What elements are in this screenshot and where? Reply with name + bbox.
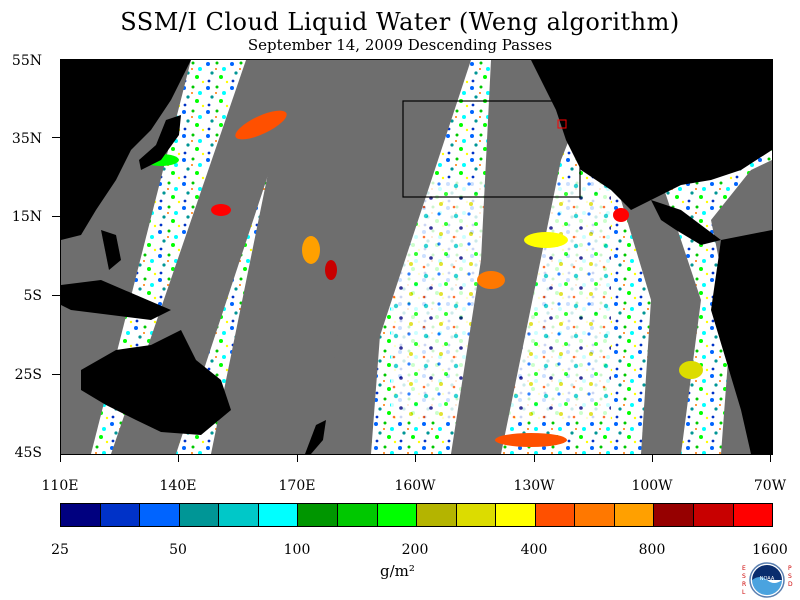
map-panel — [60, 59, 773, 455]
australia-landmass — [81, 330, 231, 435]
scale-label: 800 — [638, 542, 666, 558]
lon-tick — [770, 454, 771, 462]
scale-label: 100 — [283, 542, 311, 558]
colorbar-swatch — [258, 504, 299, 526]
lon-label: 160W — [394, 478, 436, 494]
south-america-landmass — [711, 230, 772, 454]
colorbar-swatch — [417, 504, 457, 526]
colorbar-swatch — [377, 504, 418, 526]
lon-label: 130W — [513, 478, 555, 494]
lon-label: 140E — [159, 478, 197, 494]
scale-label: 25 — [51, 542, 69, 558]
colorbar-swatch — [61, 504, 101, 526]
colorbar-swatch — [654, 504, 694, 526]
land-masses — [61, 60, 772, 454]
asia-landmass — [61, 60, 191, 240]
lat-tick — [52, 295, 60, 296]
lon-tick — [534, 454, 535, 462]
swath-gap — [451, 60, 601, 454]
colorbar-swatch — [456, 504, 497, 526]
region-box — [402, 100, 581, 198]
lat-label: 5S — [23, 288, 43, 304]
lat-label: 35N — [11, 131, 42, 147]
colorbar-swatch — [694, 504, 734, 526]
colorbar-swatch — [614, 504, 655, 526]
lon-label: 110E — [41, 478, 79, 494]
scale-label: 50 — [169, 542, 187, 558]
swath-gap — [621, 180, 701, 454]
color-scale-bar — [60, 503, 773, 527]
location-marker — [557, 119, 567, 129]
colorbar-swatch — [337, 504, 378, 526]
lat-label: 25S — [14, 367, 42, 383]
central-america-landmass — [651, 200, 721, 245]
japan-landmass — [139, 115, 181, 170]
map-image — [61, 60, 772, 454]
scale-label: 200 — [401, 542, 429, 558]
colorbar-swatch — [496, 504, 536, 526]
colorbar-swatch — [140, 504, 180, 526]
chart-subtitle: September 14, 2009 Descending Passes — [247, 36, 553, 54]
heavy-cloud-bands — [143, 110, 703, 447]
lon-label: 70W — [753, 478, 787, 494]
lon-tick — [415, 454, 416, 462]
scale-label: 400 — [520, 542, 548, 558]
colorbar-swatch — [575, 504, 615, 526]
chart-title: SSM/I Cloud Liquid Water (Weng algorithm… — [120, 8, 680, 36]
north-america-landmass — [531, 60, 772, 210]
scale-label: 1600 — [752, 542, 788, 558]
new-zealand-landmass — [305, 420, 326, 454]
colorbar-swatch — [298, 504, 338, 526]
colorbar-swatch — [733, 504, 773, 526]
lat-label: 15N — [11, 209, 42, 225]
colorbar-swatch — [179, 504, 220, 526]
lat-label: 45S — [14, 445, 42, 461]
lat-tick — [52, 374, 60, 375]
lat-label: 55N — [11, 53, 42, 69]
swath-gap — [321, 60, 406, 454]
lon-label: 170E — [278, 478, 316, 494]
colorbar-swatch — [100, 504, 141, 526]
lat-tick — [52, 137, 60, 138]
lon-tick — [297, 454, 298, 462]
lon-tick — [652, 454, 653, 462]
indonesia-landmass — [61, 280, 171, 320]
colorbar-swatch — [219, 504, 259, 526]
svg-text:NOAA: NOAA — [760, 576, 775, 582]
lon-tick — [178, 454, 179, 462]
lon-label: 100W — [631, 478, 673, 494]
swath-gap — [211, 60, 471, 454]
lat-tick — [52, 216, 60, 217]
colorbar-swatch — [535, 504, 576, 526]
lon-tick — [60, 454, 61, 462]
philippines-landmass — [101, 230, 121, 270]
units-label: g/m² — [380, 562, 415, 580]
